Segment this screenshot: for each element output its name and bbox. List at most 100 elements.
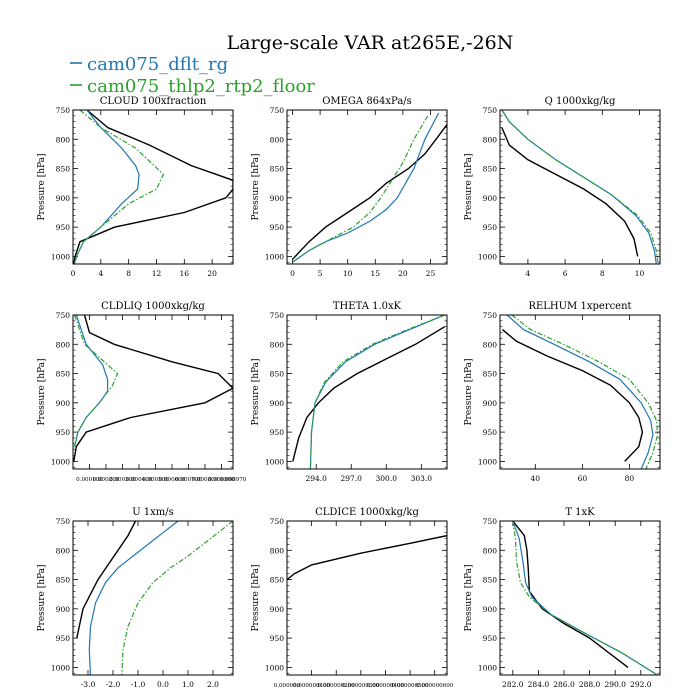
x-tick-label: 40 [531, 474, 541, 483]
y-tick-label: 950 [483, 634, 498, 643]
y-axis-label: Pressure [hPa] [464, 564, 474, 631]
series-line-3 [512, 521, 658, 675]
y-tick-label: 850 [270, 576, 285, 585]
y-tick-label: 850 [483, 576, 498, 585]
y-tick-label: 750 [56, 106, 71, 115]
x-tick-label: 288.0 [579, 680, 601, 689]
x-tick-label: 12 [152, 269, 162, 278]
series-line-2 [309, 315, 445, 469]
y-tick-label: 800 [270, 546, 285, 555]
y-tick-label: 800 [483, 340, 498, 349]
series-line-1 [73, 315, 233, 462]
plot-frame [286, 109, 448, 265]
y-tick-label: 850 [270, 165, 285, 174]
panel-title: T 1xK [565, 507, 595, 518]
y-tick-label: 800 [56, 135, 71, 144]
panel-title: U 1xm/s [132, 507, 174, 518]
series-line-1 [291, 124, 447, 260]
y-tick-label: 850 [483, 165, 498, 174]
y-tick-label: 1000 [478, 457, 497, 466]
x-tick-label: 20 [398, 269, 408, 278]
panel-5: THETA 1.0xK Pressure [hPa] 750 800 850 900 950… [251, 301, 448, 483]
panel-title: CLOUD 100xfraction [100, 96, 207, 107]
x-tick-label: 0 [290, 269, 295, 278]
y-tick-label: 850 [56, 165, 71, 174]
legend: cam075_dflt_rg cam075_thlp2_rtp2_floor [70, 54, 315, 97]
y-tick-label: 800 [270, 340, 285, 349]
plot-frame [499, 520, 661, 676]
panel-title: THETA 1.0xK [333, 301, 402, 312]
x-tick-label: 292.0 [630, 680, 652, 689]
x-tick-label: 8 [126, 269, 131, 278]
x-tick-label: 0.000000400 [367, 683, 405, 689]
panel-6: RELHUM 1xpercent Pressure [hPa] 750 800 850 9… [464, 301, 661, 483]
y-tick-label: 900 [270, 194, 285, 203]
y-tick-label: 850 [56, 576, 71, 585]
y-tick-label: 950 [270, 428, 285, 437]
x-tick-label: 0 [71, 269, 76, 278]
y-tick-label: 900 [56, 605, 71, 614]
y-tick-label: 1000 [265, 252, 284, 261]
plot-frame [72, 109, 234, 265]
panel-9: T 1xK Pressure [hPa] 750 800 850 900 950 1000 28… [464, 507, 661, 689]
x-tick-label: 303.0 [411, 474, 433, 483]
y-tick-label: 1000 [478, 663, 497, 672]
y-tick-label: 800 [483, 546, 498, 555]
y-axis-label: Pressure [hPa] [37, 564, 47, 631]
y-axis-label: Pressure [hPa] [464, 153, 474, 220]
x-tick-label: 0.000000500 [391, 683, 429, 689]
x-tick-label: 2.0 [207, 680, 219, 689]
y-axis-label: Pressure [hPa] [251, 358, 261, 425]
series-line-1 [76, 521, 137, 639]
x-tick-label: 20 [207, 269, 217, 278]
plot-frame [72, 520, 234, 676]
x-tick-label: 15 [371, 269, 381, 278]
y-axis-label: Pressure [hPa] [37, 358, 47, 425]
series-line-1 [73, 110, 233, 264]
x-tick-label: 8 [600, 269, 605, 278]
series-line-3 [73, 110, 165, 264]
y-tick-label: 950 [270, 223, 285, 232]
y-tick-label: 850 [270, 370, 285, 379]
legend-label-2: cam075_thlp2_rtp2_floor [87, 76, 315, 97]
x-tick-label: 0.000000600 [416, 683, 454, 689]
x-tick-label: 297.0 [340, 474, 362, 483]
x-tick-label: 290.0 [604, 680, 626, 689]
y-tick-label: 750 [270, 106, 285, 115]
y-tick-label: 900 [270, 605, 285, 614]
x-tick-label: 10 [635, 269, 645, 278]
y-tick-label: 750 [483, 106, 498, 115]
panel-1: CLOUD 100xfraction Pressure [hPa] 750 800 85… [37, 96, 234, 278]
x-tick-label: 0.000000 [274, 683, 301, 689]
panel-title: CLDICE 1000xkg/kg [315, 507, 419, 518]
legend-label-1: cam075_dflt_rg [87, 54, 228, 75]
x-tick-label: 0.000100 [76, 477, 103, 483]
y-tick-label: 800 [56, 340, 71, 349]
series-line-3 [121, 521, 233, 675]
y-tick-label: 850 [56, 370, 71, 379]
x-tick-label: 0.000600 [159, 477, 186, 483]
figure-title: Large-scale VAR at265E,-26N [227, 32, 514, 54]
x-tick-label: 25 [426, 269, 436, 278]
x-tick-label: 300.0 [376, 474, 398, 483]
x-tick-label: -1.0 [131, 680, 146, 689]
x-tick-label: 286.0 [553, 680, 575, 689]
x-tick-label: 4 [98, 269, 103, 278]
y-tick-label: 850 [483, 370, 498, 379]
y-tick-label: 750 [270, 517, 285, 526]
y-tick-label: 1000 [51, 252, 70, 261]
series-line-1 [501, 329, 644, 462]
x-tick-label: 282.0 [502, 680, 524, 689]
panel-7: U 1xm/s Pressure [hPa] 750 800 850 900 950 1000… [37, 507, 234, 689]
y-tick-label: 1000 [265, 663, 284, 672]
series-line-2 [88, 521, 179, 675]
y-tick-label: 950 [483, 223, 498, 232]
panel-title: CLDLIQ 1000xkg/kg [101, 301, 205, 312]
x-tick-label: 4 [526, 269, 531, 278]
plot-frame [286, 314, 448, 470]
y-axis-label: Pressure [hPa] [464, 358, 474, 425]
plot-frame [286, 520, 448, 676]
y-tick-label: 750 [483, 311, 498, 320]
y-tick-label: 1000 [51, 663, 70, 672]
